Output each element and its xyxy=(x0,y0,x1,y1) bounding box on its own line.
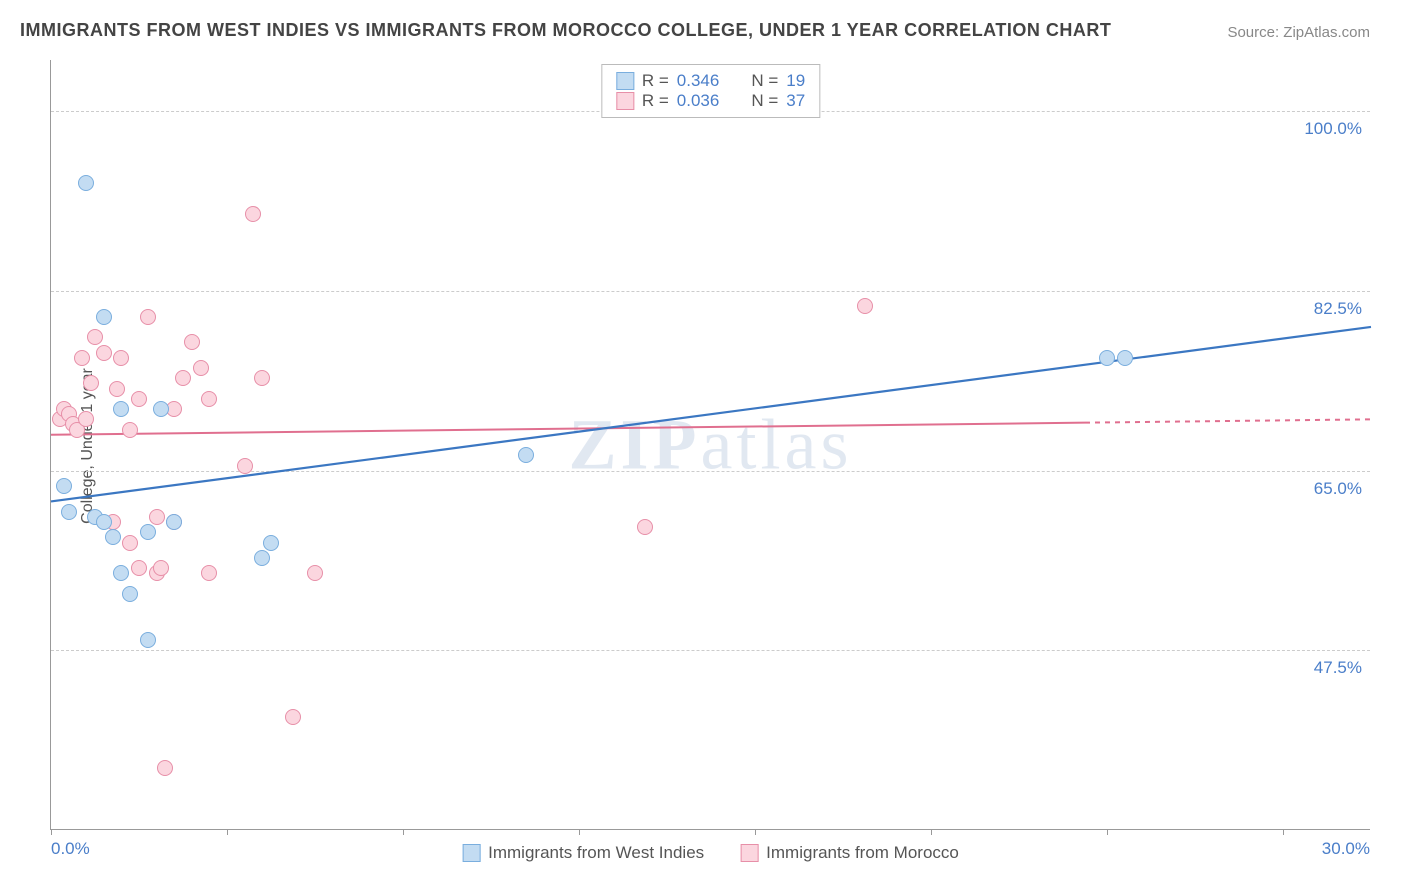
x-tick xyxy=(227,829,228,835)
y-tick-label: 47.5% xyxy=(1314,658,1362,678)
y-tick-label: 100.0% xyxy=(1304,119,1362,139)
r-label: R = xyxy=(642,91,669,111)
scatter-point xyxy=(166,514,182,530)
plot-area: ZIPatlas R =0.346N =19R =0.036N =37 Immi… xyxy=(50,60,1370,830)
scatter-point xyxy=(149,509,165,525)
scatter-point xyxy=(201,391,217,407)
legend-series-label: Immigrants from West Indies xyxy=(488,843,704,863)
legend-swatch xyxy=(616,92,634,110)
scatter-point xyxy=(857,298,873,314)
r-value: 0.036 xyxy=(677,91,720,111)
chart-container: IMMIGRANTS FROM WEST INDIES VS IMMIGRANT… xyxy=(0,0,1406,892)
scatter-point xyxy=(96,309,112,325)
legend-swatch xyxy=(740,844,758,862)
scatter-point xyxy=(113,401,129,417)
x-tick xyxy=(931,829,932,835)
source-label: Source: ZipAtlas.com xyxy=(1227,24,1370,41)
scatter-point xyxy=(96,345,112,361)
n-label: N = xyxy=(751,91,778,111)
scatter-point xyxy=(237,458,253,474)
scatter-point xyxy=(140,309,156,325)
scatter-point xyxy=(518,447,534,463)
x-tick-label-min: 0.0% xyxy=(51,839,90,859)
scatter-point xyxy=(263,535,279,551)
scatter-point xyxy=(61,504,77,520)
scatter-point xyxy=(109,381,125,397)
trend-lines xyxy=(51,60,1371,830)
scatter-point xyxy=(131,560,147,576)
legend-stats-row: R = 0.036 N = 37 xyxy=(616,91,805,111)
legend-series-item: Immigrants from West Indies xyxy=(462,843,704,863)
scatter-point xyxy=(184,334,200,350)
scatter-point xyxy=(254,550,270,566)
n-label: N = xyxy=(751,71,778,91)
scatter-point xyxy=(113,565,129,581)
r-value: 0.346 xyxy=(677,71,720,91)
x-tick xyxy=(403,829,404,835)
scatter-point xyxy=(153,560,169,576)
scatter-point xyxy=(83,375,99,391)
x-tick xyxy=(51,829,52,835)
x-tick xyxy=(1107,829,1108,835)
scatter-point xyxy=(113,350,129,366)
scatter-point xyxy=(1099,350,1115,366)
n-value: 19 xyxy=(786,71,805,91)
gridline-horizontal xyxy=(51,650,1370,651)
scatter-point xyxy=(87,329,103,345)
x-tick-label-max: 30.0% xyxy=(1322,839,1370,859)
scatter-point xyxy=(56,478,72,494)
scatter-point xyxy=(122,422,138,438)
legend-swatch xyxy=(462,844,480,862)
series-legend: Immigrants from West Indies Immigrants fr… xyxy=(462,843,959,863)
scatter-point xyxy=(74,350,90,366)
scatter-point xyxy=(175,370,191,386)
scatter-point xyxy=(153,401,169,417)
legend-swatch xyxy=(616,72,634,90)
scatter-point xyxy=(285,709,301,725)
scatter-point xyxy=(78,411,94,427)
x-tick xyxy=(755,829,756,835)
r-label: R = xyxy=(642,71,669,91)
x-tick xyxy=(579,829,580,835)
scatter-point xyxy=(140,524,156,540)
gridline-horizontal xyxy=(51,291,1370,292)
watermark-text: ZIPatlas xyxy=(569,403,853,486)
scatter-point xyxy=(254,370,270,386)
scatter-point xyxy=(637,519,653,535)
scatter-point xyxy=(131,391,147,407)
scatter-point xyxy=(105,529,121,545)
chart-title: IMMIGRANTS FROM WEST INDIES VS IMMIGRANT… xyxy=(20,20,1111,41)
scatter-point xyxy=(96,514,112,530)
scatter-point xyxy=(157,760,173,776)
scatter-point xyxy=(193,360,209,376)
scatter-point xyxy=(245,206,261,222)
x-tick xyxy=(1283,829,1284,835)
scatter-point xyxy=(122,586,138,602)
scatter-point xyxy=(307,565,323,581)
scatter-point xyxy=(78,175,94,191)
scatter-point xyxy=(1117,350,1133,366)
scatter-point xyxy=(140,632,156,648)
y-tick-label: 65.0% xyxy=(1314,479,1362,499)
correlation-legend: R = 0.346 N = 19 R = 0.036 N = 37 xyxy=(601,64,820,118)
n-value: 37 xyxy=(786,91,805,111)
legend-series-item: Immigrants from Morocco xyxy=(740,843,959,863)
legend-series-label: Immigrants from Morocco xyxy=(766,843,959,863)
scatter-point xyxy=(201,565,217,581)
y-tick-label: 82.5% xyxy=(1314,299,1362,319)
legend-stats-row: R = 0.346 N = 19 xyxy=(616,71,805,91)
scatter-point xyxy=(122,535,138,551)
